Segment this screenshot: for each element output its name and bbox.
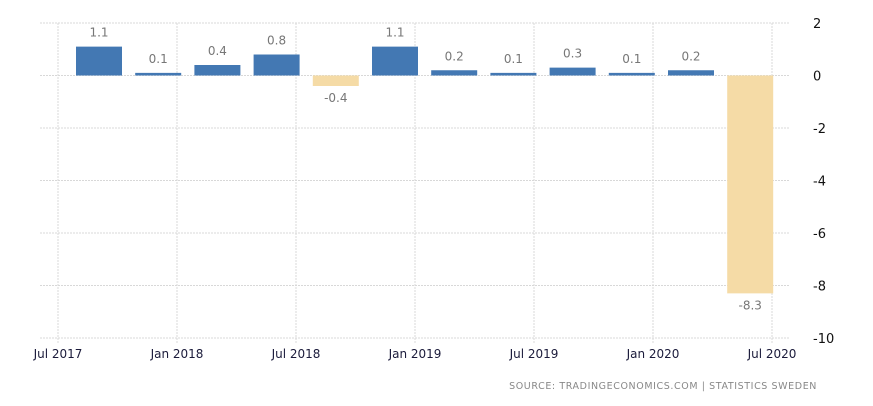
data-label: -0.4 bbox=[324, 91, 347, 105]
bar-q1-2020 bbox=[668, 70, 714, 76]
x-tick-label: Jul 2018 bbox=[271, 347, 321, 361]
y-tick-label: -8 bbox=[813, 280, 826, 295]
bar-q1-2019 bbox=[431, 70, 478, 76]
x-tick-label: Jan 2018 bbox=[150, 347, 204, 361]
bar-q2-2019 bbox=[490, 72, 537, 76]
bar-q1-2018 bbox=[194, 65, 241, 76]
y-tick-label: -10 bbox=[813, 332, 834, 347]
bar-q3-2019 bbox=[549, 67, 596, 76]
source-note: SOURCE: TRADINGECONOMICS.COM | STATISTIC… bbox=[509, 381, 817, 392]
bar-q3-2017 bbox=[76, 46, 122, 76]
data-label: -8.3 bbox=[738, 298, 761, 312]
bar-q4-2019 bbox=[608, 72, 655, 76]
bar-q3-2018 bbox=[312, 75, 359, 86]
data-label: 1.1 bbox=[89, 26, 108, 40]
bar-q2-2018 bbox=[253, 54, 300, 76]
data-label: 0.8 bbox=[267, 34, 286, 48]
data-label: 0.3 bbox=[563, 47, 582, 61]
x-tick-label: Jul 2020 bbox=[747, 347, 797, 361]
x-tick-label: Jan 2020 bbox=[626, 347, 680, 361]
data-label: 0.1 bbox=[504, 52, 523, 66]
data-label: 1.1 bbox=[385, 26, 404, 40]
y-tick-label: -2 bbox=[813, 122, 826, 137]
data-label: 0.2 bbox=[681, 49, 700, 63]
data-label: 0.1 bbox=[622, 52, 641, 66]
x-tick-label: Jul 2017 bbox=[33, 347, 83, 361]
bar-q2-2020 bbox=[727, 75, 774, 294]
y-tick-label: 0 bbox=[813, 70, 821, 85]
data-label: 0.1 bbox=[149, 52, 168, 66]
data-label: 0.4 bbox=[208, 44, 227, 58]
y-tick-label: 2 bbox=[813, 17, 821, 32]
x-tick-label: Jan 2019 bbox=[388, 347, 442, 361]
x-tick-label: Jul 2019 bbox=[509, 347, 559, 361]
data-label: 0.2 bbox=[445, 49, 464, 63]
bar-q4-2017 bbox=[135, 72, 182, 76]
bar-q4-2018 bbox=[372, 46, 418, 76]
y-tick-label: -4 bbox=[813, 175, 826, 190]
y-tick-label: -6 bbox=[813, 227, 826, 242]
